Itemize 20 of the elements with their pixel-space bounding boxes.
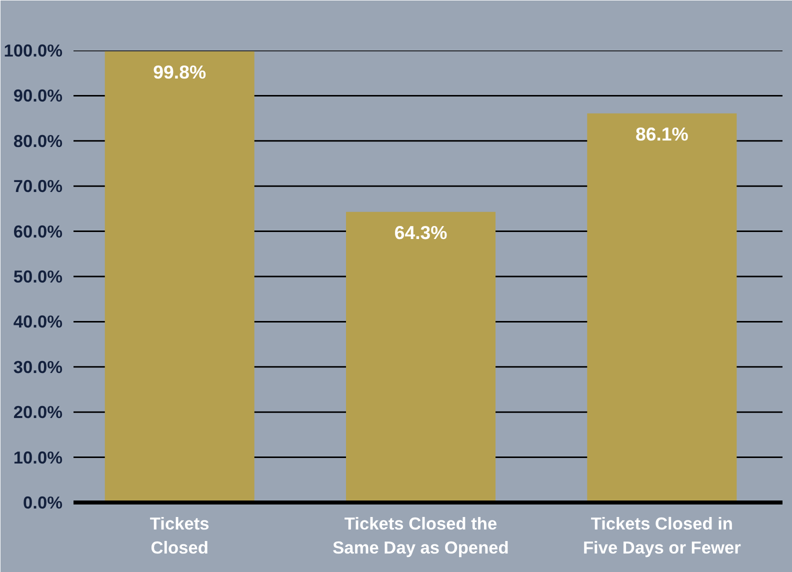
y-tick-label: 80.0% — [13, 130, 63, 151]
data-label: 64.3% — [394, 222, 448, 243]
data-label: 86.1% — [635, 123, 689, 144]
y-tick-label: 0.0% — [23, 492, 63, 512]
y-tick-label: 30.0% — [13, 356, 63, 377]
y-tick-label: 100.0% — [4, 40, 63, 60]
y-tick-label: 40.0% — [13, 312, 63, 332]
bar — [587, 113, 737, 502]
y-tick-label: 60.0% — [13, 221, 63, 242]
y-tick-label: 10.0% — [13, 447, 63, 468]
y-tick-label: 50.0% — [13, 266, 63, 286]
bar — [346, 212, 496, 502]
x-tick-label: Tickets Closed the Same Day as Opened — [332, 514, 509, 558]
x-tick-label: Tickets Closed — [150, 514, 210, 558]
x-tick-label: Tickets Closed in Five Days or Fewer — [582, 514, 742, 558]
data-label: 99.8% — [153, 61, 206, 82]
y-tick-label: 70.0% — [13, 176, 63, 196]
bar — [104, 51, 254, 502]
y-tick-label: 20.0% — [13, 402, 63, 422]
y-tick-label: 90.0% — [13, 86, 63, 106]
